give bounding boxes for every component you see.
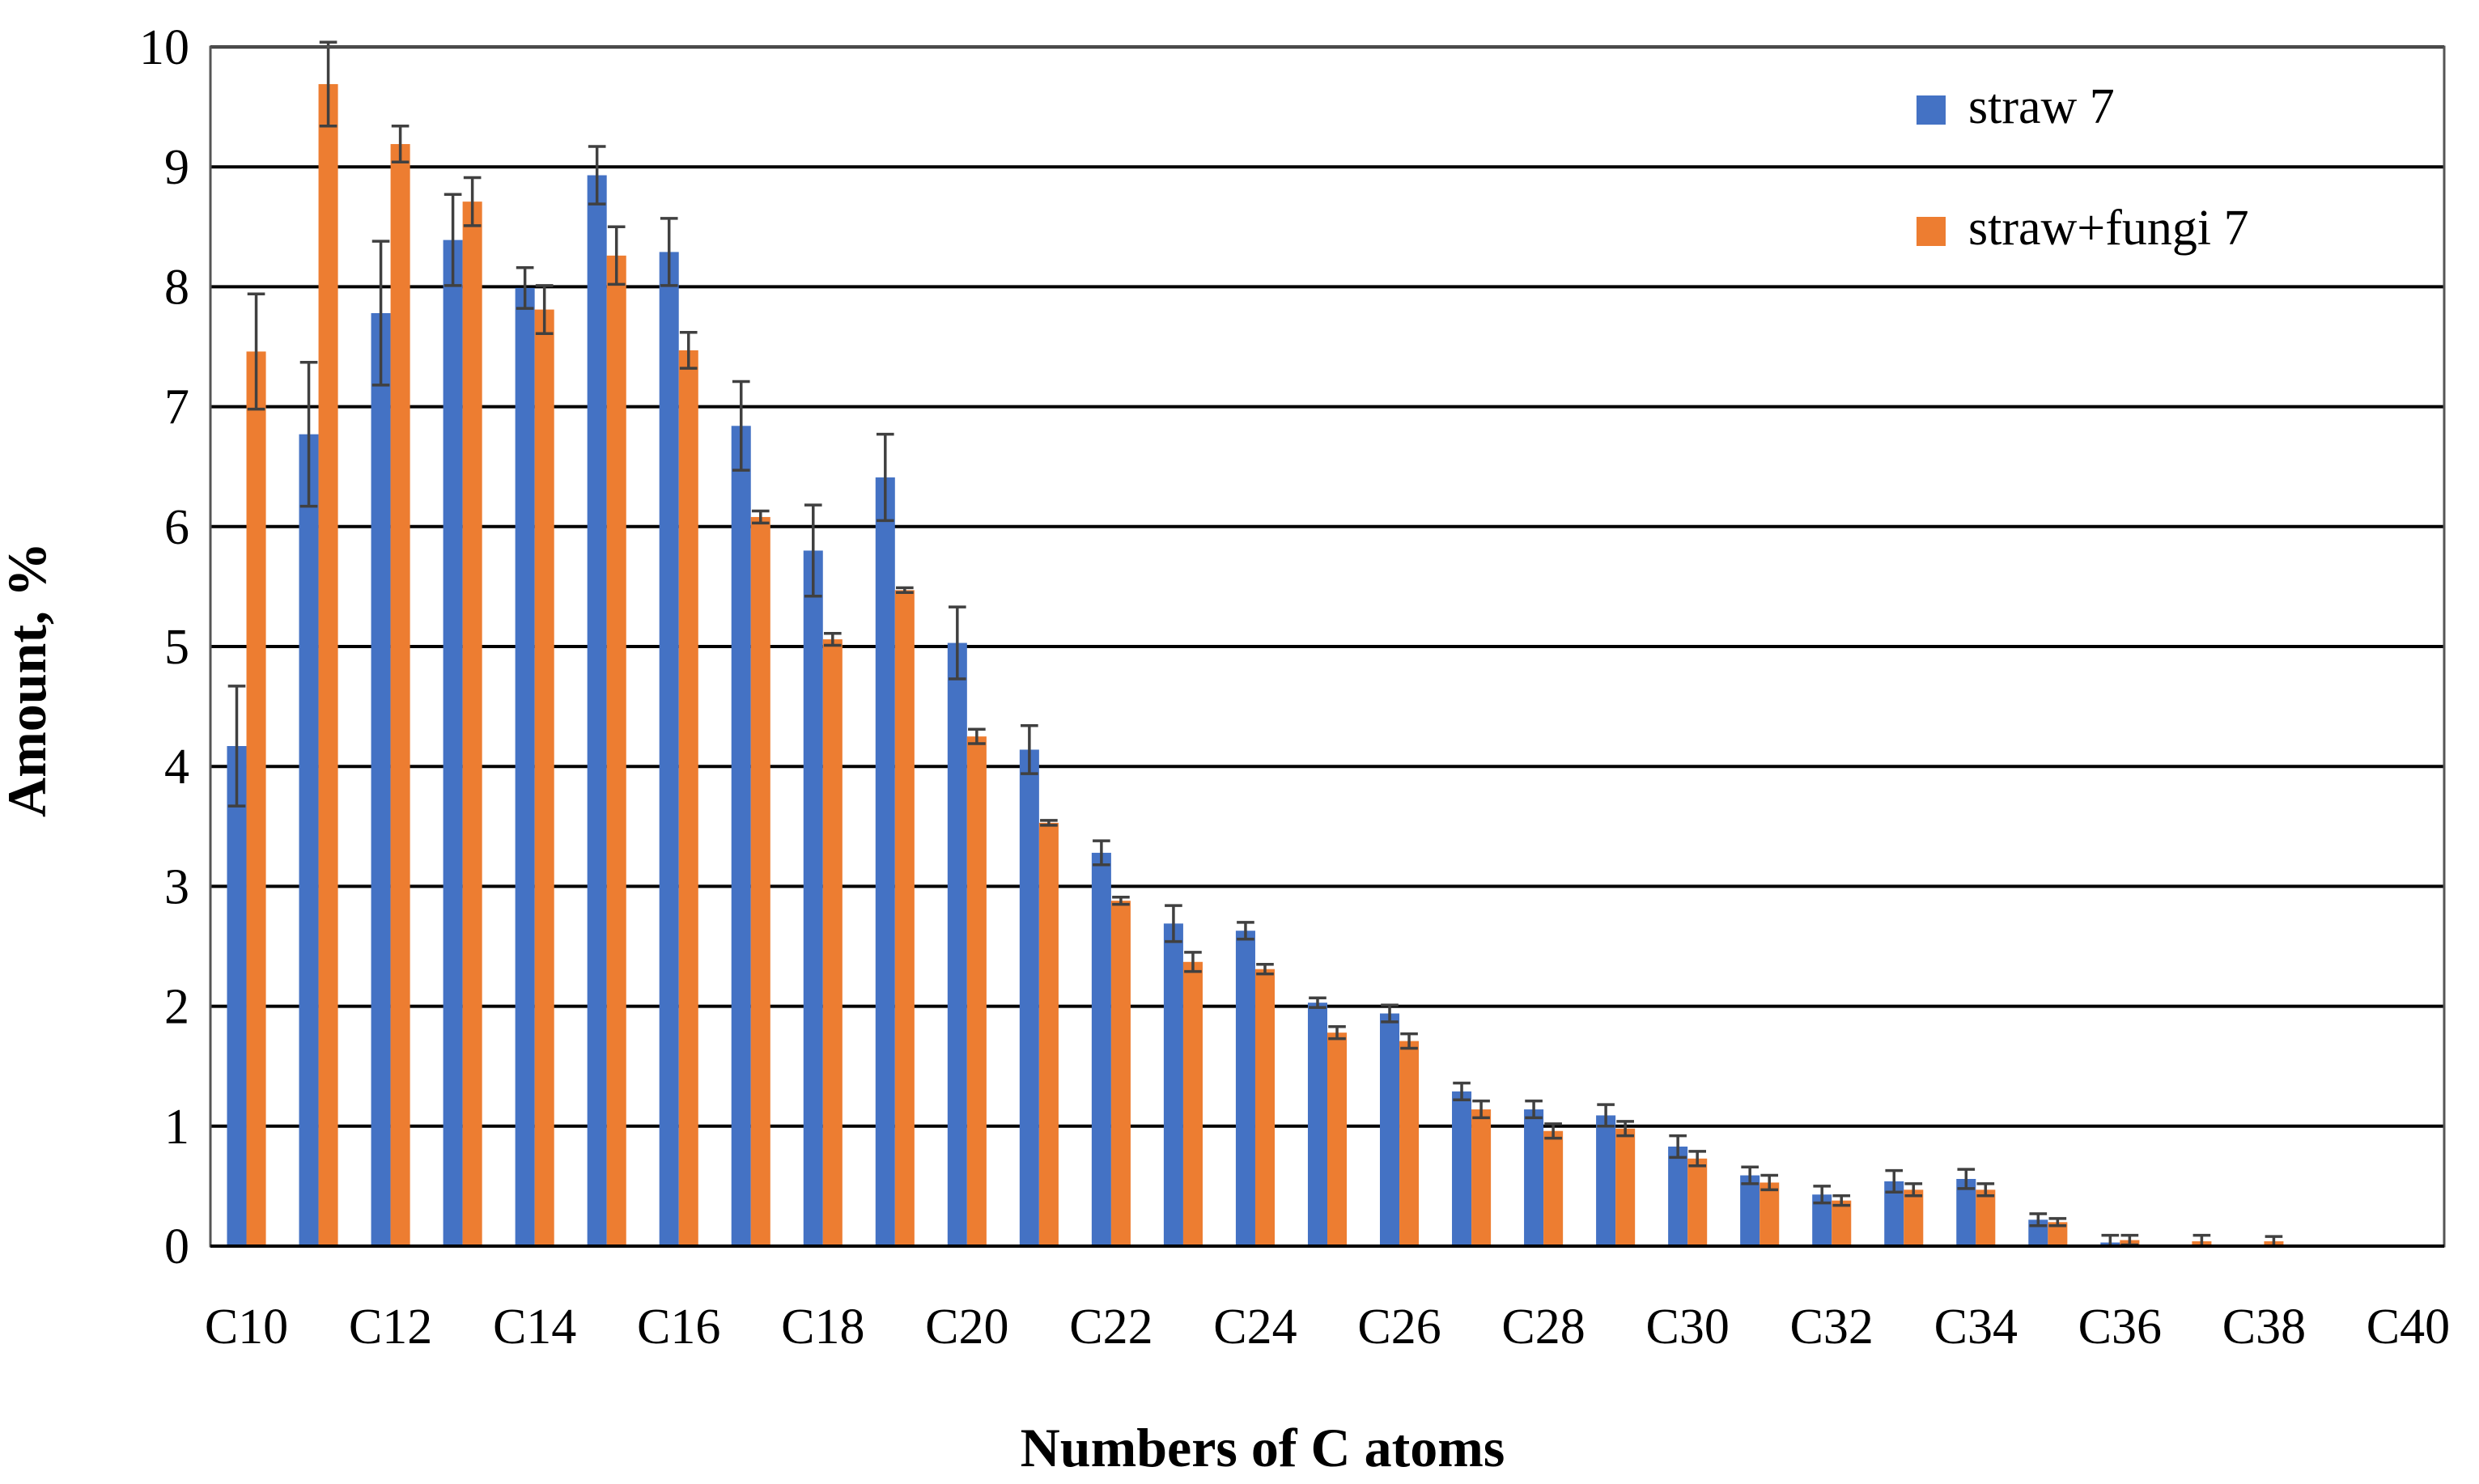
x-tick-label: C18	[781, 1300, 864, 1355]
y-tick-labels: 0 1 2 3 4 5 6 7 8 9 10	[139, 20, 189, 1274]
x-tick-label: C30	[1645, 1300, 1729, 1355]
bar	[1254, 969, 1276, 1246]
y-tick-label: 0	[164, 1219, 189, 1274]
bar	[1596, 1115, 1616, 1246]
y-tick-label: 2	[164, 980, 189, 1035]
bar	[1687, 1158, 1708, 1246]
bar	[1019, 749, 1039, 1246]
y-tick-label: 4	[164, 740, 189, 795]
x-tick-label: C24	[1213, 1300, 1297, 1355]
x-tick-label: C10	[205, 1300, 288, 1355]
bar	[299, 434, 319, 1246]
bar	[318, 83, 338, 1246]
bar	[947, 642, 967, 1246]
bar	[587, 175, 607, 1247]
bar	[515, 287, 535, 1247]
bar	[1307, 1003, 1327, 1246]
legend: straw 7 straw+fungi 7	[1917, 79, 2249, 256]
x-tick-labels: C10 C12 C14 C16 C18 C20 C22 C24 C26 C28 C30 C32 C34 C…	[205, 1300, 2450, 1355]
x-tick-label: C36	[2078, 1300, 2162, 1355]
x-tick-label: C26	[1357, 1300, 1441, 1355]
bar	[1379, 1013, 1400, 1246]
bar	[750, 516, 770, 1246]
bar	[606, 255, 626, 1246]
bar	[1615, 1128, 1636, 1246]
x-axis-title: Numbers of C atoms	[1021, 1417, 1505, 1478]
bar	[966, 736, 987, 1246]
y-tick-label: 6	[164, 500, 189, 555]
x-tick-label: C22	[1069, 1300, 1152, 1355]
bar	[390, 144, 410, 1247]
bar	[731, 426, 751, 1246]
legend-label: straw 7	[1968, 79, 2115, 134]
bar	[1110, 901, 1131, 1246]
bar	[1452, 1091, 1472, 1246]
y-tick-label: 1	[164, 1100, 189, 1155]
x-tick-label: C38	[2222, 1300, 2306, 1355]
legend-swatch	[1917, 95, 1946, 125]
x-tick-label: C32	[1790, 1300, 1874, 1355]
bar	[534, 309, 554, 1247]
bar-series	[227, 83, 2284, 1247]
bar	[1091, 852, 1111, 1246]
legend-swatch	[1917, 217, 1946, 246]
bar	[1163, 923, 1183, 1246]
bar	[246, 351, 266, 1247]
bar	[875, 477, 895, 1246]
bar	[1471, 1109, 1492, 1246]
bar	[1038, 822, 1059, 1246]
bar	[1740, 1175, 1760, 1246]
legend-label: straw+fungi 7	[1968, 201, 2249, 256]
bar	[803, 550, 823, 1246]
bar	[227, 746, 247, 1246]
bar	[371, 313, 391, 1246]
x-tick-label: C20	[925, 1300, 1008, 1355]
bar	[1832, 1200, 1852, 1246]
y-tick-label: 8	[164, 260, 189, 315]
bar	[1235, 931, 1255, 1246]
bar	[822, 639, 843, 1246]
x-tick-label: C40	[2367, 1300, 2450, 1355]
bar	[1976, 1189, 1996, 1246]
x-tick-label: C28	[1501, 1300, 1585, 1355]
bar	[1524, 1109, 1544, 1246]
x-tick-label: C12	[349, 1300, 432, 1355]
y-axis-title: Amount, %	[0, 542, 57, 817]
bar	[1327, 1032, 1348, 1246]
x-tick-label: C34	[1934, 1300, 2018, 1355]
bar	[894, 590, 915, 1246]
bar	[678, 350, 698, 1246]
x-tick-label: C14	[493, 1300, 576, 1355]
y-tick-label: 5	[164, 620, 189, 675]
bar	[1182, 961, 1203, 1246]
x-tick-label: C16	[637, 1300, 720, 1355]
y-tick-label: 9	[164, 140, 189, 195]
bar	[659, 252, 679, 1246]
bar	[1956, 1179, 1976, 1246]
bar	[1759, 1182, 1780, 1246]
plot-frame	[209, 45, 2446, 1248]
bar	[1399, 1041, 1420, 1246]
bar	[1543, 1130, 1564, 1246]
y-tick-label: 7	[164, 380, 189, 435]
bar	[443, 240, 463, 1246]
bar	[462, 201, 482, 1247]
y-tick-label: 10	[139, 20, 189, 75]
y-tick-label: 3	[164, 859, 189, 914]
bar	[1904, 1189, 1924, 1246]
bar	[1668, 1146, 1688, 1246]
